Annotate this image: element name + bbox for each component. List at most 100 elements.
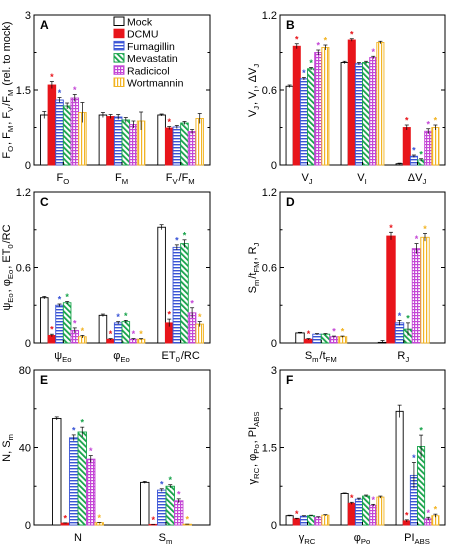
bar — [424, 130, 433, 166]
legend-entry: Mock — [127, 17, 153, 29]
y-axis-label: FO , FM , FV /FM (rel. to mock) — [1, 21, 15, 158]
significance-star: * — [415, 234, 419, 244]
bar — [354, 63, 363, 166]
y-tick-label: 0.6 — [262, 263, 277, 275]
significance-star: * — [426, 508, 430, 518]
bar — [340, 493, 349, 526]
bar — [172, 126, 182, 166]
bar — [52, 417, 62, 526]
x-tick-label: VJ — [301, 172, 313, 186]
bar — [172, 246, 182, 344]
significance-star: * — [412, 453, 416, 463]
significance-star: * — [371, 495, 375, 505]
significance-star: * — [132, 329, 136, 339]
bar — [187, 131, 197, 166]
y-tick-label: 1.5 — [16, 85, 31, 97]
significance-star: * — [309, 58, 313, 68]
bar — [157, 489, 167, 526]
significance-star: * — [50, 325, 54, 335]
bar — [417, 446, 426, 526]
significance-star: * — [190, 298, 194, 308]
legend-entry: Wortmannin — [127, 78, 184, 90]
bar — [164, 127, 174, 166]
bar — [299, 515, 308, 526]
legend-swatch — [113, 28, 125, 39]
bar — [86, 458, 96, 526]
bar — [329, 336, 339, 344]
bar — [307, 515, 316, 526]
bar — [340, 62, 349, 166]
y-tick-label: 1.5 — [262, 443, 277, 455]
x-tick-label: ΔVJ — [408, 172, 427, 186]
bar — [113, 116, 123, 166]
y-tick-label: 80 — [19, 365, 31, 377]
bar — [411, 248, 422, 344]
panel-d: 0 0.6 1.2 D Sm /tFM , RJ * * * Sm /tFM * * * * * RJ — [247, 187, 446, 364]
x-tick-label: FO — [57, 172, 71, 186]
y-tick-label: 0 — [271, 160, 277, 172]
significance-star: * — [109, 329, 113, 339]
bar — [394, 322, 405, 344]
bar — [362, 62, 371, 166]
significance-star: * — [302, 68, 306, 78]
bar — [121, 321, 131, 344]
bar — [121, 119, 131, 166]
significance-star: * — [295, 34, 299, 44]
bar — [180, 243, 189, 344]
legend-entry: Fumagillin — [127, 41, 175, 53]
bar — [295, 332, 305, 344]
significance-star: * — [175, 235, 179, 245]
legend-swatch — [113, 77, 125, 87]
x-tick-label: FV /FM — [166, 172, 196, 186]
y-tick-label: 0 — [25, 520, 31, 532]
panel-label: D — [286, 195, 295, 209]
y-tick-label: 1.2 — [16, 187, 31, 199]
significance-star: * — [63, 513, 67, 523]
significance-star: * — [167, 117, 171, 127]
x-tick-label: RJ — [397, 350, 410, 364]
significance-star: * — [65, 292, 69, 302]
bar — [94, 522, 104, 526]
bar — [386, 235, 396, 344]
significance-star: * — [350, 493, 354, 503]
significance-star: * — [412, 146, 416, 156]
bar — [157, 114, 166, 166]
significance-star: * — [97, 513, 101, 523]
bar — [299, 78, 308, 166]
bar — [362, 495, 371, 526]
bar — [165, 485, 175, 526]
significance-star: * — [398, 311, 402, 321]
bar — [113, 322, 123, 344]
legend-swatch — [113, 65, 125, 75]
bar — [62, 105, 72, 166]
bar — [347, 39, 356, 166]
x-tick-label: ψEo — [54, 350, 72, 364]
y-tick-label: 0 — [271, 338, 277, 350]
significance-star: * — [58, 88, 62, 98]
y-axis-label: ψEo , φEo , ET0 /RC — [1, 224, 15, 310]
y-axis-label: N, Sm — [1, 433, 15, 462]
legend-entry: DCMU — [127, 29, 159, 41]
bar — [402, 127, 411, 166]
legend-entry: Radicicol — [127, 65, 170, 77]
significance-star: * — [139, 329, 143, 339]
x-tick-label: φPo — [354, 532, 371, 546]
y-tick-label: 3 — [271, 365, 277, 377]
y-tick-label: 1.2 — [262, 10, 277, 22]
significance-star: * — [198, 312, 202, 322]
significance-star: * — [124, 311, 128, 321]
significance-star: * — [389, 223, 393, 233]
bar — [307, 68, 316, 166]
significance-star: * — [332, 327, 336, 337]
x-tick-label: N — [74, 532, 82, 544]
bar — [140, 481, 150, 526]
bar — [376, 42, 385, 166]
significance-star: * — [116, 312, 120, 322]
significance-star: * — [81, 326, 85, 336]
y-tick-label: 0 — [25, 338, 31, 350]
significance-star: * — [434, 505, 438, 515]
bar — [420, 236, 430, 344]
